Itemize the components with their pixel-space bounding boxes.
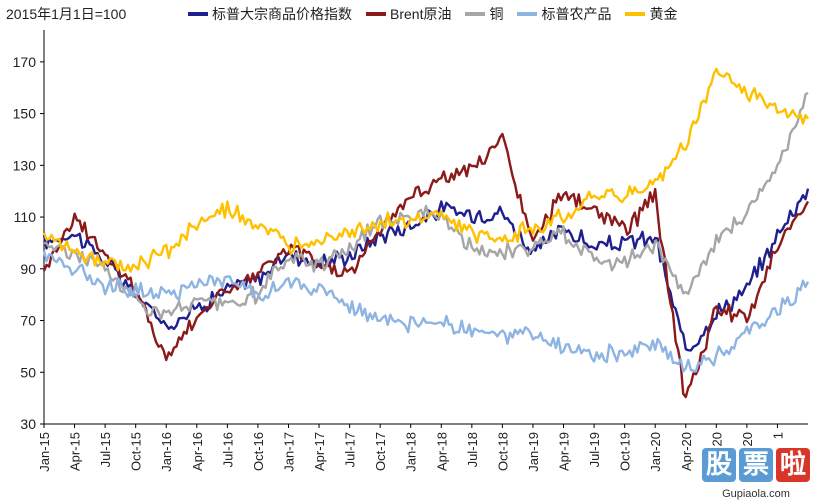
x-tick-label: Oct-19 bbox=[618, 432, 633, 471]
series-line-3 bbox=[43, 91, 809, 320]
legend-swatch bbox=[625, 12, 646, 16]
watermark-char: 啦 bbox=[776, 448, 810, 482]
legend-label: 标普大宗商品价格指数 bbox=[212, 6, 352, 22]
x-tick-label: Apr-20 bbox=[679, 432, 694, 471]
x-tick-label: 20 bbox=[740, 432, 755, 446]
y-tick-label: 170 bbox=[13, 54, 37, 70]
watermark-char: 股 bbox=[702, 448, 736, 482]
watermark-logo: Gupiaola.com 股票啦 bbox=[700, 448, 812, 500]
x-tick-label: Jan-18 bbox=[404, 432, 419, 472]
x-tick-label: Jan-16 bbox=[159, 432, 174, 472]
x-tick-label: Jul-15 bbox=[98, 432, 113, 467]
legend-item: Brent原油 bbox=[366, 4, 451, 24]
x-tick-label: Jan-17 bbox=[281, 432, 296, 472]
y-tick-label: 130 bbox=[13, 157, 37, 173]
index-base-label: 2015年1月1日=100 bbox=[6, 6, 127, 22]
y-tick-label: 70 bbox=[20, 313, 36, 329]
legend-item: 标普大宗商品价格指数 bbox=[188, 4, 352, 24]
x-tick-label: Oct-17 bbox=[373, 432, 388, 471]
x-tick-label: Apr-18 bbox=[434, 432, 449, 471]
y-tick-label: 30 bbox=[20, 416, 36, 432]
x-tick-label: Apr-19 bbox=[557, 432, 572, 471]
x-tick-label: Oct-18 bbox=[495, 432, 510, 471]
legend-swatch bbox=[465, 12, 486, 16]
x-tick-label: Jan-20 bbox=[648, 432, 663, 472]
x-tick-label: 1 bbox=[770, 432, 785, 439]
x-tick-label: Jul-17 bbox=[343, 432, 358, 467]
x-tick-label: Oct-16 bbox=[251, 432, 266, 471]
series-line-1 bbox=[42, 188, 810, 352]
series-line-2 bbox=[42, 132, 810, 399]
x-tick-label: Apr-17 bbox=[312, 432, 327, 471]
x-tick-label: Jul-16 bbox=[220, 432, 235, 467]
watermark-url: Gupiaola.com bbox=[722, 488, 790, 500]
legend-label: 黄金 bbox=[649, 6, 678, 22]
y-tick-label: 50 bbox=[20, 364, 36, 380]
legend-swatch bbox=[517, 12, 538, 16]
y-tick-label: 110 bbox=[14, 209, 37, 225]
y-tick-label: 150 bbox=[13, 106, 37, 122]
legend-label: 标普农产品 bbox=[541, 6, 612, 22]
x-tick-label: Jan-19 bbox=[526, 432, 541, 472]
x-tick-label: Jul-19 bbox=[587, 432, 602, 467]
series-line-4 bbox=[42, 250, 810, 373]
x-tick-label: Apr-16 bbox=[190, 432, 205, 471]
x-tick-label: Jan-15 bbox=[37, 432, 52, 472]
watermark-char: 票 bbox=[739, 448, 773, 482]
x-tick-label: Oct-15 bbox=[129, 432, 144, 471]
legend: 标普大宗商品价格指数 Brent原油 铜 标普农产品 黄金 bbox=[188, 4, 677, 24]
legend-item: 黄金 bbox=[625, 4, 677, 24]
legend-swatch bbox=[366, 12, 386, 16]
x-tick-label: 20 bbox=[709, 432, 724, 446]
y-tick-label: 90 bbox=[20, 261, 36, 277]
series-line-5 bbox=[42, 67, 809, 273]
legend-item: 铜 bbox=[465, 4, 503, 24]
legend-label: Brent原油 bbox=[390, 6, 452, 22]
x-tick-label: Jul-18 bbox=[465, 432, 480, 467]
legend-swatch bbox=[188, 12, 208, 16]
x-tick-label: Apr-15 bbox=[68, 432, 83, 471]
legend-item: 标普农产品 bbox=[517, 4, 611, 24]
legend-label: 铜 bbox=[489, 6, 504, 22]
